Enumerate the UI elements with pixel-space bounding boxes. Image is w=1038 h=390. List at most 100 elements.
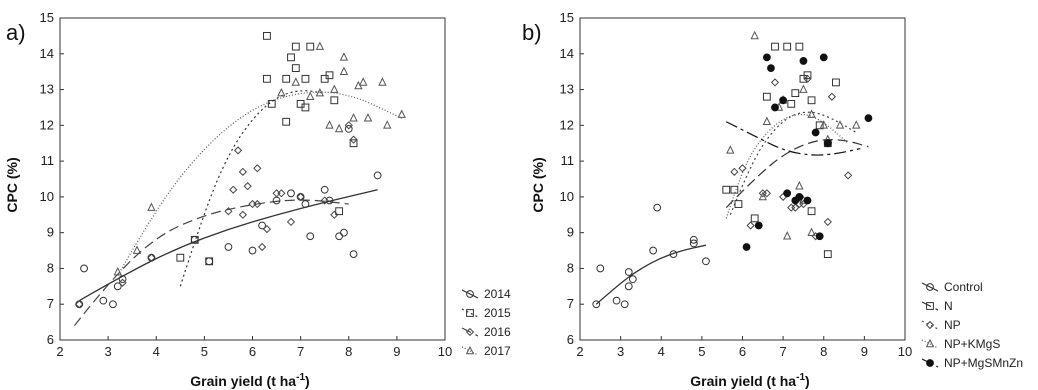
y-tick-label: 8 — [47, 260, 54, 275]
y-tick-label: 9 — [47, 225, 54, 240]
data-point-2017 — [306, 91, 315, 101]
fit-line-2015 — [179, 90, 325, 287]
data-point-2015 — [282, 74, 291, 83]
y-tick-label: 15 — [40, 10, 54, 25]
data-point-n — [791, 89, 800, 98]
y-tick-label: 13 — [560, 82, 574, 97]
data-point-2017 — [325, 120, 334, 129]
data-point-2014 — [344, 125, 353, 133]
data-point-2016 — [344, 121, 353, 130]
data-point-2014 — [296, 192, 305, 201]
data-point-2017 — [277, 88, 286, 97]
data-point-2017 — [291, 77, 301, 86]
data-point-np-mgsmnzn — [803, 196, 812, 205]
data-point-2015 — [301, 103, 310, 112]
legend-marker-2014 — [466, 290, 474, 298]
panel-a-y-axis-title: CPC (%) — [4, 157, 20, 212]
data-point-2017 — [363, 113, 373, 122]
data-point-2016 — [253, 199, 262, 209]
panel-a-x-axis-title: Grain yield (t ha-1) — [190, 372, 309, 389]
data-point-2015 — [291, 42, 300, 51]
data-point-2017 — [334, 123, 344, 133]
data-point-control — [624, 282, 633, 291]
data-point-2014 — [113, 282, 122, 291]
panel-b-plot-frame — [579, 17, 906, 341]
data-point-2014 — [320, 185, 329, 194]
data-point-n — [771, 42, 779, 51]
fit-line-2017 — [117, 91, 402, 276]
y-tick-label: 10 — [40, 189, 54, 204]
data-point-control — [592, 300, 601, 309]
x-tick-label: 9 — [393, 344, 400, 359]
data-point-np-kmgs — [807, 109, 816, 118]
data-point-2014 — [224, 243, 233, 251]
data-point-2014 — [118, 275, 127, 284]
data-point-2017 — [315, 88, 325, 97]
y-tick-label: 14 — [560, 46, 574, 61]
data-point-2016 — [296, 192, 305, 201]
panel-b-y-axis-title: CPC (%) — [530, 157, 546, 212]
data-point-np — [827, 92, 836, 101]
data-point-n — [815, 121, 824, 130]
data-point-np-kmgs — [726, 145, 735, 154]
data-point-2016 — [75, 300, 84, 309]
panel-a-legend: 2014 2015 2016 2017 — [461, 287, 511, 358]
x-tick-label: 9 — [861, 344, 868, 359]
data-point-n — [787, 99, 796, 108]
panel-a: a) 2 3 4 5 6 7 8 9 10 6 7 8 9 10 11 12 13 14 15 Grain yie… — [4, 10, 511, 389]
data-point-control — [612, 296, 621, 305]
data-point-np-kmgs — [852, 120, 861, 129]
panel-b-y-ticks: 6 7 8 9 10 11 12 13 14 15 — [560, 10, 584, 347]
data-point-np-kmgs — [750, 30, 759, 40]
data-point-np-kmgs — [795, 181, 804, 190]
panel-a-label: a) — [6, 20, 26, 45]
y-tick-label: 12 — [560, 117, 574, 132]
legend-marker-control — [926, 283, 934, 291]
data-point-np-mgsmnzn — [762, 53, 771, 62]
legend-marker-np-mgsmnzn — [926, 359, 934, 367]
x-tick-label: 5 — [201, 344, 208, 359]
data-point-2015 — [325, 71, 334, 80]
legend-marker-2016 — [465, 327, 475, 337]
legend-marker-n — [926, 302, 934, 310]
data-point-2017 — [339, 66, 349, 75]
data-point-n — [807, 207, 816, 216]
panel-b-data-points — [592, 30, 873, 309]
legend-label-n: N — [944, 299, 953, 313]
data-point-2014 — [75, 300, 84, 309]
data-point-np-mgsmnzn — [783, 189, 792, 198]
x-tick-label: 3 — [105, 344, 112, 359]
y-tick-label: 13 — [40, 82, 54, 97]
data-point-2015 — [190, 235, 199, 244]
data-point-n — [750, 214, 759, 223]
x-tick-label: 8 — [345, 344, 352, 359]
y-tick-label: 15 — [560, 10, 574, 25]
data-point-np — [844, 171, 853, 180]
legend-line-n — [921, 301, 939, 311]
y-tick-label: 11 — [41, 153, 55, 168]
data-point-np-kmgs — [758, 191, 768, 201]
panel-b-label: b) — [522, 20, 542, 45]
data-point-np-mgsmnzn — [754, 221, 763, 230]
data-point-2015 — [306, 42, 315, 51]
data-point-2017 — [378, 77, 387, 86]
data-point-control — [620, 300, 629, 309]
data-point-np — [730, 167, 739, 176]
data-point-2014 — [340, 228, 348, 237]
data-point-2015 — [301, 74, 310, 83]
data-point-2014 — [335, 232, 344, 241]
panel-b: b) 2 3 4 5 6 7 8 9 10 6 7 8 9 10 11 12 13 14 15 Grain yie… — [522, 10, 1023, 389]
data-point-2015 — [205, 257, 214, 266]
data-point-2016 — [224, 207, 233, 216]
y-tick-label: 7 — [47, 296, 54, 311]
data-point-2017 — [339, 52, 349, 61]
data-point-2014 — [147, 253, 156, 262]
fit-line-np-mgsmnzn — [725, 121, 861, 156]
x-tick-label: 6 — [739, 344, 746, 359]
data-point-np — [738, 164, 747, 173]
panel-b-x-axis-title: Grain yield (t ha-1) — [690, 372, 809, 389]
data-point-np-kmgs — [835, 120, 845, 129]
data-point-2015 — [330, 96, 339, 105]
data-point-2014 — [248, 246, 257, 255]
data-point-2015 — [349, 139, 358, 148]
